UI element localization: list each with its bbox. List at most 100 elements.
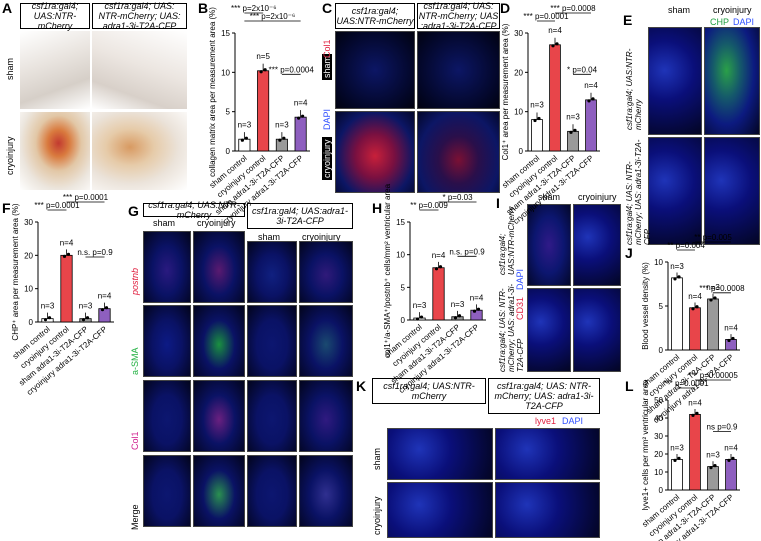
panel-h-ylabel: col1⁺/a-SMA⁺/postnb⁺ cells/mm² ventricul… bbox=[383, 183, 392, 358]
panel-j-label: J bbox=[625, 245, 633, 261]
panel-d-ytick-label: 30 bbox=[514, 29, 523, 38]
panel-g-row1-label: postnb bbox=[130, 267, 140, 295]
panel-l-n-label: n=4 bbox=[724, 443, 738, 452]
panel-i-r1-cryo-image bbox=[573, 204, 621, 286]
panel-h-ytick-label: 0 bbox=[401, 316, 406, 325]
panel-h-data-point bbox=[419, 315, 424, 319]
panel-d-sig-label: *** p=0.0001 bbox=[523, 12, 569, 21]
panel-g-image-r3-c2 bbox=[193, 380, 245, 452]
panel-b-data-point bbox=[297, 116, 301, 120]
panel-d-data-point bbox=[555, 42, 559, 46]
panel-f-data-point bbox=[81, 318, 86, 322]
panel-d-data-point bbox=[587, 99, 591, 103]
panel-l-n-label: n=3 bbox=[706, 451, 720, 460]
panel-i-row2-label: csf1ra:gal4; UAS: NTR-mCherry; UAS: adra… bbox=[498, 283, 525, 372]
panel-l-data-point bbox=[695, 411, 699, 415]
panel-f-data-point bbox=[62, 254, 67, 258]
panel-f-label: F bbox=[2, 200, 11, 216]
panel-j-category-label: sham adra1-3i-T2A-CFP bbox=[645, 353, 718, 416]
panel-l-ylabel: lyve1+ cells per mm² ventricular area bbox=[641, 379, 650, 510]
panel-f-ytick-label: 30 bbox=[24, 218, 33, 227]
panel-d-ytick-label: 20 bbox=[514, 68, 523, 77]
panel-j-ylabel: Blood vessel density (%) bbox=[641, 262, 650, 350]
panel-j-sig-label: *** p=0.0008 bbox=[699, 284, 745, 293]
panel-d-data-point bbox=[551, 44, 555, 48]
panel-g-row3-label: Col1 bbox=[130, 431, 140, 450]
panel-l-data-point bbox=[713, 464, 717, 468]
panel-b-sig-label: *** p=2x10⁻⁶ bbox=[231, 4, 277, 13]
panel-c-cryo-control-image bbox=[335, 111, 415, 193]
panel-l-category-label: sham control bbox=[640, 492, 681, 528]
panel-f-sig-label: *** p=0.0001 bbox=[34, 201, 80, 210]
panel-f-ytick-label: 0 bbox=[29, 318, 34, 327]
panel-h-data-point bbox=[438, 265, 443, 269]
panel-g-image-r4-c3 bbox=[247, 455, 297, 527]
panel-l-bar bbox=[689, 413, 701, 491]
panel-c-cryo-adra-image bbox=[417, 111, 500, 193]
panel-j-data-point bbox=[673, 277, 677, 281]
panel-a-sham-control-image bbox=[20, 31, 90, 109]
panel-h-sig-label: * p=0.03 bbox=[442, 193, 473, 202]
panel-b-data-point bbox=[301, 114, 305, 118]
panel-e-row1-label: csf1ra:gal4; UAS:NTR-mCherry bbox=[625, 48, 643, 130]
panel-k-cryo-control-image bbox=[387, 482, 493, 538]
panel-k-row2-label: cryoinjury bbox=[372, 496, 382, 535]
panel-d-data-point bbox=[573, 128, 577, 132]
panel-g-col3-label: sham bbox=[258, 232, 281, 242]
panel-e-r1-cryo-image bbox=[704, 27, 760, 135]
panel-k-sham-adra-image bbox=[495, 428, 600, 480]
panel-e-stain-chp: CHP bbox=[710, 17, 730, 27]
panel-g-image-r4-c2 bbox=[193, 455, 245, 527]
panel-g-image-r3-c3 bbox=[247, 380, 297, 452]
panel-j-n-label: n=4 bbox=[688, 292, 702, 301]
panel-f-data-point bbox=[47, 316, 52, 320]
panel-g-image-r1-c3 bbox=[247, 241, 297, 303]
panel-g-group2-header: csf1ra:gal4; UAS:adra1-3i-T2A-CFP bbox=[247, 203, 353, 229]
panel-l-data-point bbox=[731, 456, 735, 460]
panel-j-data-point bbox=[695, 305, 699, 309]
panel-a-sham-adra-image bbox=[92, 31, 187, 109]
panel-f-sig-label: *** p=0.0001 bbox=[63, 193, 109, 202]
panel-k-col1-header: csf1ra:gal4; UAS:NTR-mCherry bbox=[372, 378, 486, 404]
panel-a-row2-label: cryoinjury bbox=[5, 136, 15, 175]
panel-l-sig-label: *** p=0.00005 bbox=[688, 371, 738, 380]
panel-b-ytick-label: 0 bbox=[226, 147, 231, 156]
panel-b-bar bbox=[257, 70, 270, 152]
panel-h-category-label: sham control bbox=[383, 322, 424, 358]
panel-f-bar bbox=[60, 254, 73, 323]
panel-a-col1-header: csf1ra:gal4; UAS:NTR-mCherry bbox=[20, 1, 90, 31]
panel-h-sig-label: n.s. p=0.9 bbox=[449, 247, 485, 256]
panel-f-n-label: n=3 bbox=[41, 302, 55, 311]
panel-e-stain-dapi: DAPI bbox=[733, 17, 755, 27]
panel-e-r2-sham-image bbox=[648, 137, 702, 245]
panel-c-row2-label: cryoinjury bbox=[322, 137, 332, 180]
panel-f-category-label: sham adra1-3i-T2A-CFP bbox=[17, 325, 90, 388]
panel-l-category-label: cryoinjury control bbox=[647, 492, 699, 538]
panel-g-label: G bbox=[128, 203, 139, 219]
panel-g-row2-label: a-SMA bbox=[130, 347, 140, 375]
panel-g-image-r1-c1 bbox=[143, 231, 191, 303]
panel-h-sig-label: ** p=0.009 bbox=[410, 201, 448, 210]
panel-d-label: D bbox=[500, 0, 510, 16]
panel-l-label: L bbox=[625, 378, 634, 394]
panel-l-data-point bbox=[673, 458, 677, 462]
panel-l-ytick-label: 30 bbox=[654, 432, 663, 441]
panel-j-data-point bbox=[731, 336, 735, 341]
panel-d-ytick-label: 0 bbox=[519, 147, 524, 156]
panel-b-n-label: n=4 bbox=[294, 98, 308, 107]
panel-c-label: C bbox=[322, 0, 333, 16]
panel-d-n-label: n=3 bbox=[566, 113, 580, 122]
panel-j-category-label: cryoinjury control bbox=[647, 352, 699, 398]
panel-g-image-r1-c4 bbox=[299, 241, 353, 303]
panel-f-data-point bbox=[43, 318, 48, 322]
panel-k-cryo-adra-image bbox=[495, 482, 600, 538]
panel-e-col2-label: cryoinjury bbox=[713, 5, 752, 15]
panel-d-sig-label: *** p=0.0008 bbox=[550, 4, 596, 13]
panel-h-bar bbox=[413, 317, 426, 321]
panel-f-bar bbox=[41, 318, 54, 323]
panel-l-bar bbox=[707, 466, 719, 491]
panel-b-n-label: n=3 bbox=[275, 120, 289, 129]
panel-j-data-point bbox=[713, 296, 717, 300]
panel-c-stain-col1: Col1 bbox=[322, 39, 332, 58]
panel-d-data-point bbox=[537, 116, 541, 121]
